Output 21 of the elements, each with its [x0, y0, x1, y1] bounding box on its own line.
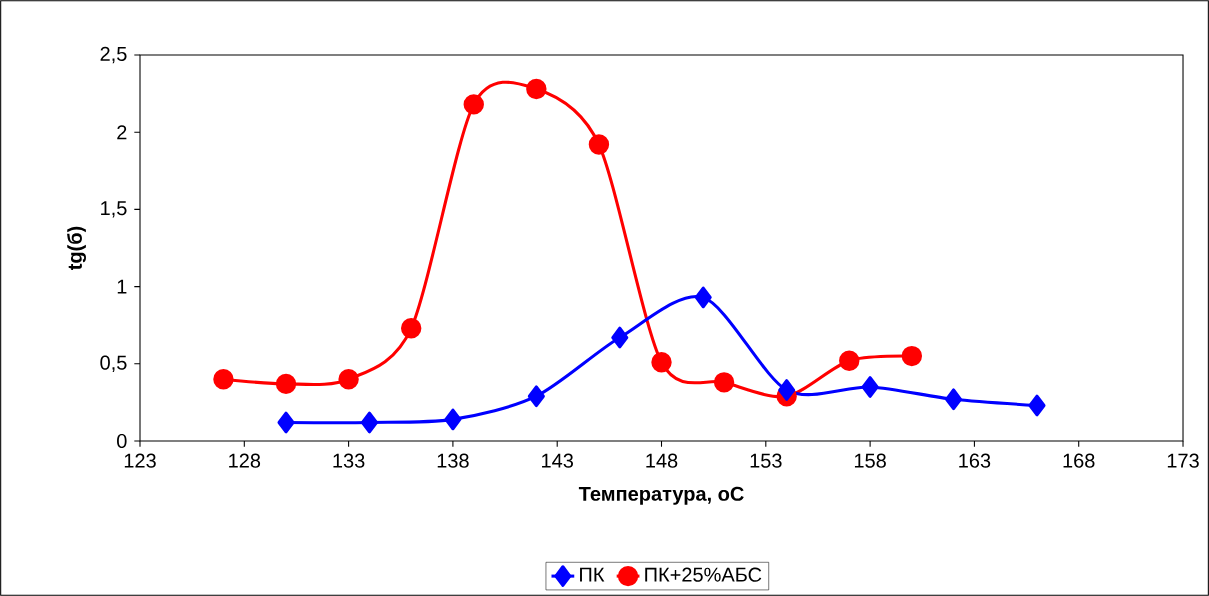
x-tick-label: 163	[959, 453, 991, 468]
y-tick-label: 0,5	[100, 355, 127, 373]
x-tick-label: 153	[750, 453, 782, 468]
x-tick-label: 138	[437, 453, 469, 468]
x-tick-label: 128	[229, 453, 261, 468]
legend-label: ПК	[580, 567, 605, 582]
x-tick-label: 168	[1063, 453, 1095, 468]
y-axis-title: tg(б)	[67, 226, 86, 271]
y-tick-label: 2,5	[100, 46, 127, 64]
legend-label: ПК+25%АБС	[645, 567, 762, 582]
y-tick-label: 1,5	[101, 201, 127, 218]
x-tick-label: 158	[854, 453, 886, 468]
x-tick-label: 123	[124, 453, 156, 468]
x-axis-title: Температура, оС	[578, 486, 744, 505]
x-tick-label: 143	[542, 453, 574, 468]
y-tick-label: 0	[117, 433, 127, 449]
x-tick-label: 133	[333, 453, 365, 468]
y-tick-label: 1	[117, 279, 127, 294]
x-tick-label: 148	[646, 453, 678, 468]
x-tick-label: 173	[1167, 453, 1199, 468]
y-tick-label: 2	[117, 125, 127, 140]
